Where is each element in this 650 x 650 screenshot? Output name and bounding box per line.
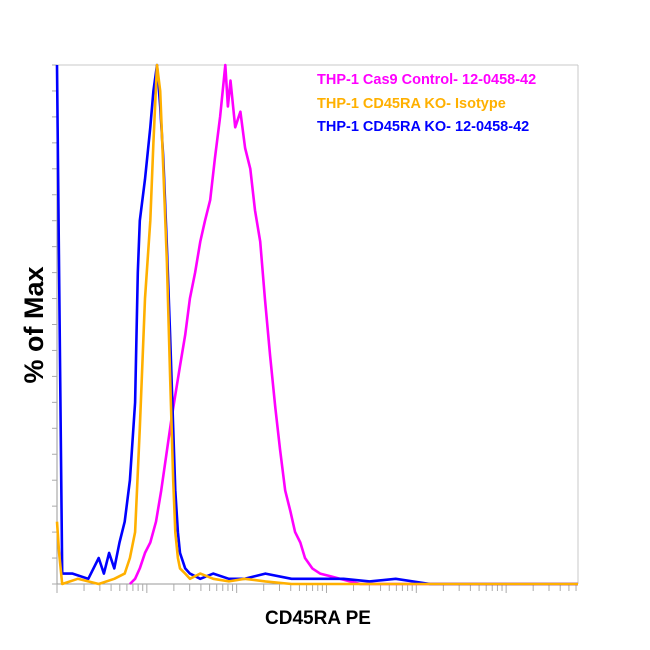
series-line-0 (128, 63, 578, 586)
legend-entry-cas9-control: THP-1 Cas9 Control- 12-0458-42 (317, 72, 536, 88)
y-axis-ticks (52, 64, 57, 585)
legend-entry-ko-antibody: THP-1 CD45RA KO- 12-0458-42 (317, 119, 529, 135)
x-axis-ticks (56, 584, 577, 593)
series-line-1 (55, 63, 578, 586)
legend-entry-ko-isotype: THP-1 CD45RA KO- Isotype (317, 96, 506, 112)
series-group (55, 63, 578, 586)
x-axis-label: CD45RA PE (265, 608, 371, 629)
y-axis-label: % of Max (19, 266, 49, 383)
legend: THP-1 Cas9 Control- 12-0458-42 THP-1 CD4… (317, 72, 536, 135)
